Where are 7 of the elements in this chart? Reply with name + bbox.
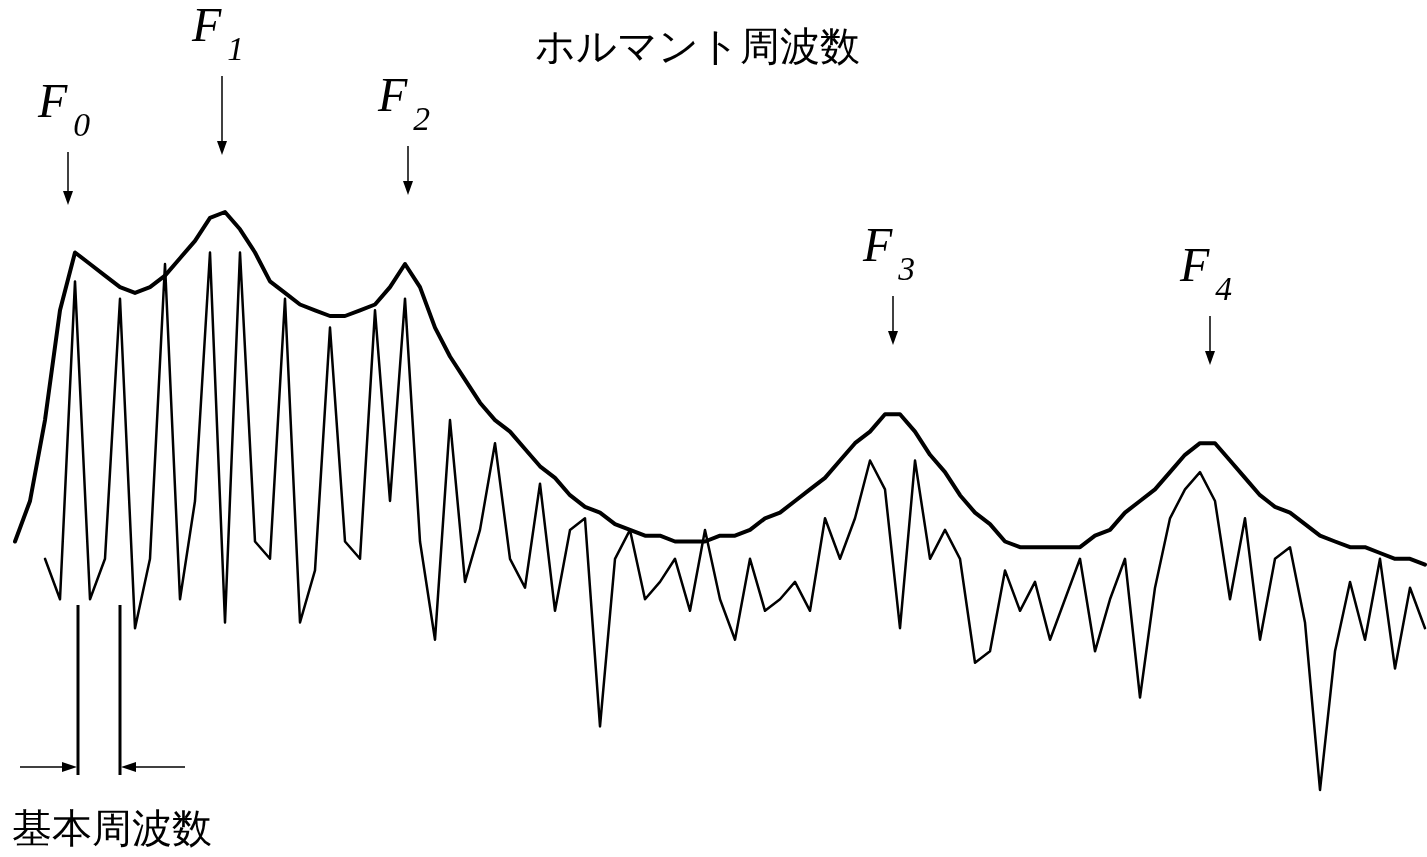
text: F$_{0}$ [37, 74, 91, 143]
annotation: F$_{3}$ [862, 218, 916, 287]
text: 基本周波数 [12, 805, 212, 851]
text: F$_{2}$ [377, 68, 431, 137]
chart-title: ホルマント周波数 [534, 23, 860, 69]
text: F$_{1}$ [191, 0, 245, 67]
annotation: F$_{4}$ [1179, 238, 1233, 307]
